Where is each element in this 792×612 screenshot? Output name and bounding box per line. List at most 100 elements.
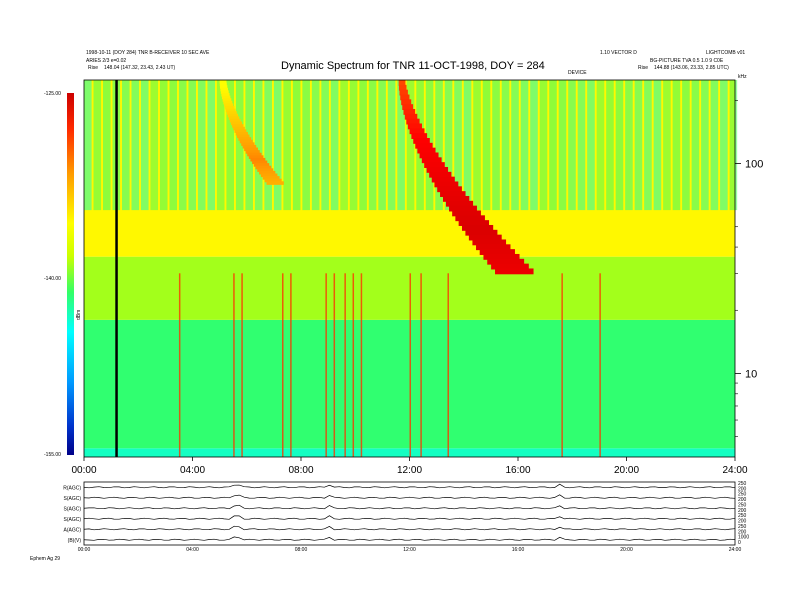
burst-segment xyxy=(228,116,240,120)
burst-segment xyxy=(406,118,420,125)
header-right-line1b: LIGHTCOMB v01 xyxy=(706,50,746,56)
spectrum-texture xyxy=(264,80,272,211)
right-tick-label: 200 xyxy=(738,497,747,503)
spectrum-texture xyxy=(558,80,567,211)
spectrum-texture xyxy=(729,80,738,211)
spectrum-texture xyxy=(283,80,291,211)
burst-segment xyxy=(429,171,452,178)
spectrum-texture xyxy=(463,80,472,211)
spike-line xyxy=(447,273,449,457)
spectrum-texture xyxy=(150,80,159,211)
burst-segment xyxy=(233,126,245,131)
header-left-line1: 1998-10-11 (DOY 284) TNR B-RECEIVER 10 S… xyxy=(86,50,210,56)
agc-series-line xyxy=(83,536,736,541)
line-panel-x-label: 24:00 xyxy=(729,547,742,553)
spectrum-texture xyxy=(387,80,396,211)
spectrum-texture xyxy=(710,80,719,211)
unit-label: kHz xyxy=(738,74,747,80)
burst-segment xyxy=(407,123,422,130)
spectrum-texture xyxy=(539,80,548,211)
right-tick-label: 250 xyxy=(738,492,747,498)
x-tick-label: 12:00 xyxy=(397,465,422,476)
burst-segment xyxy=(242,144,257,149)
agc-series-line xyxy=(83,515,736,520)
spectrum-texture xyxy=(321,80,329,211)
burst-segment xyxy=(250,157,266,162)
spectrum-texture xyxy=(444,80,453,211)
burst-segment xyxy=(255,165,272,170)
chart-title: Dynamic Spectrum for TNR 11-OCT-1998, DO… xyxy=(281,60,545,72)
spectrum-texture xyxy=(492,80,500,211)
header-left-line2: ARIES 2/3 e=0.02 xyxy=(86,58,127,64)
burst-segment xyxy=(221,92,230,97)
spectrum-texture xyxy=(615,80,624,211)
burst-segment xyxy=(468,234,502,241)
device-label: DEVICE xyxy=(568,70,587,76)
spectrum-texture xyxy=(197,80,206,211)
spectrum-texture xyxy=(606,80,614,211)
burst-segment xyxy=(440,191,466,197)
spectrum-texture xyxy=(663,80,671,211)
spectrum-texture xyxy=(397,80,405,211)
spectrum-texture xyxy=(378,80,386,211)
line-panel-x-label: 08:00 xyxy=(295,547,308,553)
burst-segment xyxy=(219,82,227,87)
spectrum-texture xyxy=(568,80,576,211)
burst-segment xyxy=(241,142,255,146)
burst-segment xyxy=(257,168,274,172)
spectrum-texture xyxy=(159,80,168,211)
right-tick-label: 250 xyxy=(738,513,747,519)
burst-segment xyxy=(224,105,235,110)
burst-segment xyxy=(409,128,425,135)
spectrum-texture xyxy=(549,80,557,211)
burst-segment xyxy=(232,124,244,128)
spike-line xyxy=(420,273,422,457)
header-right-rise-value: 144.88 (143.06, 23.33, 2.85 UTC) xyxy=(654,65,729,71)
right-tick-label: 200 xyxy=(738,508,747,514)
burst-segment xyxy=(398,84,407,91)
burst-segment xyxy=(401,99,412,106)
spectrum-texture xyxy=(140,80,149,211)
colorbar-mid-label: -140.00 xyxy=(44,276,61,282)
spike-line xyxy=(282,273,284,457)
spike-line xyxy=(561,273,563,457)
series-label: R(AGC) xyxy=(63,485,81,491)
burst-segment xyxy=(260,173,278,178)
spectrum-texture xyxy=(102,80,111,211)
burst-segment xyxy=(403,108,416,115)
burst-segment xyxy=(400,94,410,101)
spectrum-texture xyxy=(672,80,681,211)
burst-segment xyxy=(220,90,229,94)
spectrum-texture xyxy=(330,80,339,211)
header-left-rise-value: 148.04 (147.32, 23.43, 2.43 UT) xyxy=(104,65,176,71)
colorbar xyxy=(67,93,74,455)
spike-line xyxy=(290,273,292,457)
spectrum-texture xyxy=(349,80,358,211)
spectrum-texture xyxy=(169,80,178,211)
spectrum-texture xyxy=(311,80,320,211)
x-tick-label: 04:00 xyxy=(180,465,205,476)
x-tick-label: 00:00 xyxy=(71,465,96,476)
burst-segment xyxy=(253,163,270,167)
burst-segment xyxy=(491,263,529,270)
spectrum-texture xyxy=(131,80,140,211)
spike-line xyxy=(599,273,601,457)
burst-segment xyxy=(220,87,228,92)
burst-segment xyxy=(476,244,511,251)
spectrum-texture xyxy=(653,80,662,211)
x-tick-label: 24:00 xyxy=(722,465,747,476)
spike-line xyxy=(178,273,181,457)
header-right-line1: 1.10 VECTOR D xyxy=(600,50,637,56)
spectrum-texture xyxy=(178,80,187,211)
spike-line xyxy=(344,273,346,457)
spectrum-texture xyxy=(596,80,605,211)
burst-segment xyxy=(245,150,260,154)
spectrum-texture xyxy=(254,80,263,211)
spectrum-texture xyxy=(701,80,709,211)
burst-segment xyxy=(237,134,250,139)
header-left-rise-label: Rise xyxy=(88,65,99,71)
spectrum-texture xyxy=(435,80,443,211)
burst-segment xyxy=(413,137,430,144)
spectrum-texture xyxy=(188,80,197,211)
